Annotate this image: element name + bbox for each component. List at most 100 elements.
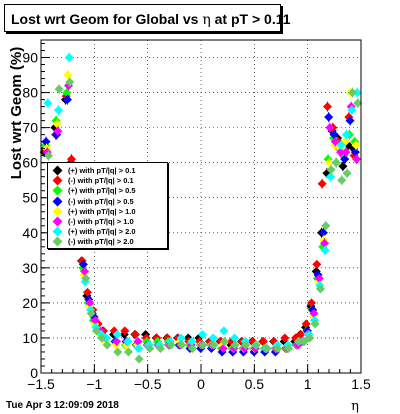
data-point — [326, 172, 335, 182]
data-point — [133, 336, 143, 346]
data-markers — [39, 52, 363, 364]
x-tick-label: −1.5 — [27, 376, 55, 392]
data-point — [241, 340, 251, 350]
data-point — [350, 147, 360, 157]
legend-marker — [52, 216, 63, 227]
data-point — [219, 326, 229, 336]
series-8 — [43, 77, 363, 364]
y-tick-label: 70 — [22, 120, 38, 136]
data-point — [305, 333, 315, 343]
legend-label: (-) with pT/|q| > 0.1 — [68, 176, 134, 186]
data-point — [342, 130, 351, 140]
data-point — [259, 336, 268, 346]
data-point — [321, 221, 331, 231]
x-tick-label: 0.5 — [245, 376, 265, 392]
x-tick-label: 1 — [304, 376, 312, 392]
data-point — [166, 340, 176, 350]
y-axis-label: Lost wrt Geom (%) — [8, 47, 25, 180]
legend-marker — [52, 175, 63, 186]
data-point — [347, 88, 357, 98]
legend-label: (-) with pT/|q| > 2.0 — [68, 237, 134, 247]
data-point — [123, 347, 133, 357]
data-point — [102, 333, 111, 343]
data-point — [310, 319, 320, 329]
y-tick-label: 10 — [22, 330, 38, 346]
data-point — [307, 298, 316, 308]
data-point — [83, 287, 92, 297]
data-point — [326, 165, 336, 175]
legend-marker — [52, 206, 63, 217]
legend-entry: (-) with pT/|q| > 1.0 — [48, 216, 169, 227]
data-point — [134, 354, 144, 364]
data-point — [352, 88, 362, 98]
chart-title-symbol: η — [202, 12, 211, 28]
data-point — [91, 326, 101, 336]
data-point — [341, 147, 351, 157]
data-point — [294, 336, 304, 346]
chart-title: Lost wrt Geom for Global vs η at pT > 0.… — [4, 4, 291, 32]
data-point — [283, 343, 293, 353]
data-point — [262, 343, 272, 353]
data-point — [43, 98, 53, 108]
legend-label: (-) with pT/|q| > 1.0 — [68, 217, 134, 226]
data-point — [230, 333, 239, 343]
data-point — [43, 151, 53, 161]
legend-label: (+) with pT/|q| > 1.0 — [68, 206, 136, 216]
data-point — [67, 154, 76, 164]
data-point — [134, 343, 143, 353]
data-point — [330, 137, 340, 147]
y-tick-label: 90 — [22, 50, 38, 66]
data-point — [218, 343, 228, 353]
y-tick-label: 30 — [22, 260, 38, 276]
y-tick-label: 60 — [22, 155, 38, 171]
data-point — [155, 343, 165, 353]
data-point — [54, 84, 64, 94]
data-point — [177, 340, 187, 350]
data-point — [337, 175, 347, 185]
y-tick-label: 80 — [22, 85, 38, 101]
legend-label: (+) with pT/|q| > 0.5 — [68, 186, 136, 196]
data-point — [208, 333, 218, 343]
x-axis-label: η — [351, 399, 359, 414]
legend-marker — [52, 196, 63, 207]
data-point — [324, 112, 334, 122]
chart-title-text: Lost wrt Geom for Global vs — [11, 11, 199, 27]
x-tick-label: 0 — [197, 376, 205, 392]
data-point — [317, 179, 327, 189]
data-point — [345, 116, 355, 126]
legend-entry: (+) with pT/|q| > 0.5 — [48, 185, 169, 196]
data-point — [315, 284, 325, 294]
data-point — [248, 336, 258, 346]
y-tick-label: 40 — [22, 225, 38, 241]
chart-title-suffix: at pT > 0.11 — [214, 11, 291, 27]
data-point — [296, 329, 306, 339]
legend-entry: (-) with pT/|q| > 0.5 — [48, 196, 169, 207]
data-point — [86, 308, 96, 318]
legend-entry: (+) with pT/|q| > 2.0 — [48, 226, 169, 237]
data-point — [198, 340, 208, 350]
data-point — [131, 329, 140, 339]
data-point — [325, 123, 335, 133]
data-point — [90, 315, 100, 325]
data-point — [198, 329, 207, 339]
data-point — [312, 259, 322, 269]
data-point — [347, 105, 357, 115]
y-tick-label: 20 — [22, 295, 38, 311]
data-point — [53, 126, 63, 136]
data-point — [63, 70, 73, 80]
data-point — [342, 168, 352, 178]
data-point — [323, 102, 332, 112]
data-point — [301, 319, 311, 329]
data-point — [54, 105, 63, 115]
data-point — [251, 340, 261, 350]
data-point — [320, 245, 330, 255]
data-point — [280, 333, 290, 343]
data-point — [336, 147, 346, 157]
data-point — [273, 343, 283, 353]
data-point — [81, 273, 91, 283]
data-point — [62, 95, 72, 105]
data-point — [112, 336, 122, 346]
data-point — [41, 137, 51, 147]
data-point — [64, 53, 74, 63]
